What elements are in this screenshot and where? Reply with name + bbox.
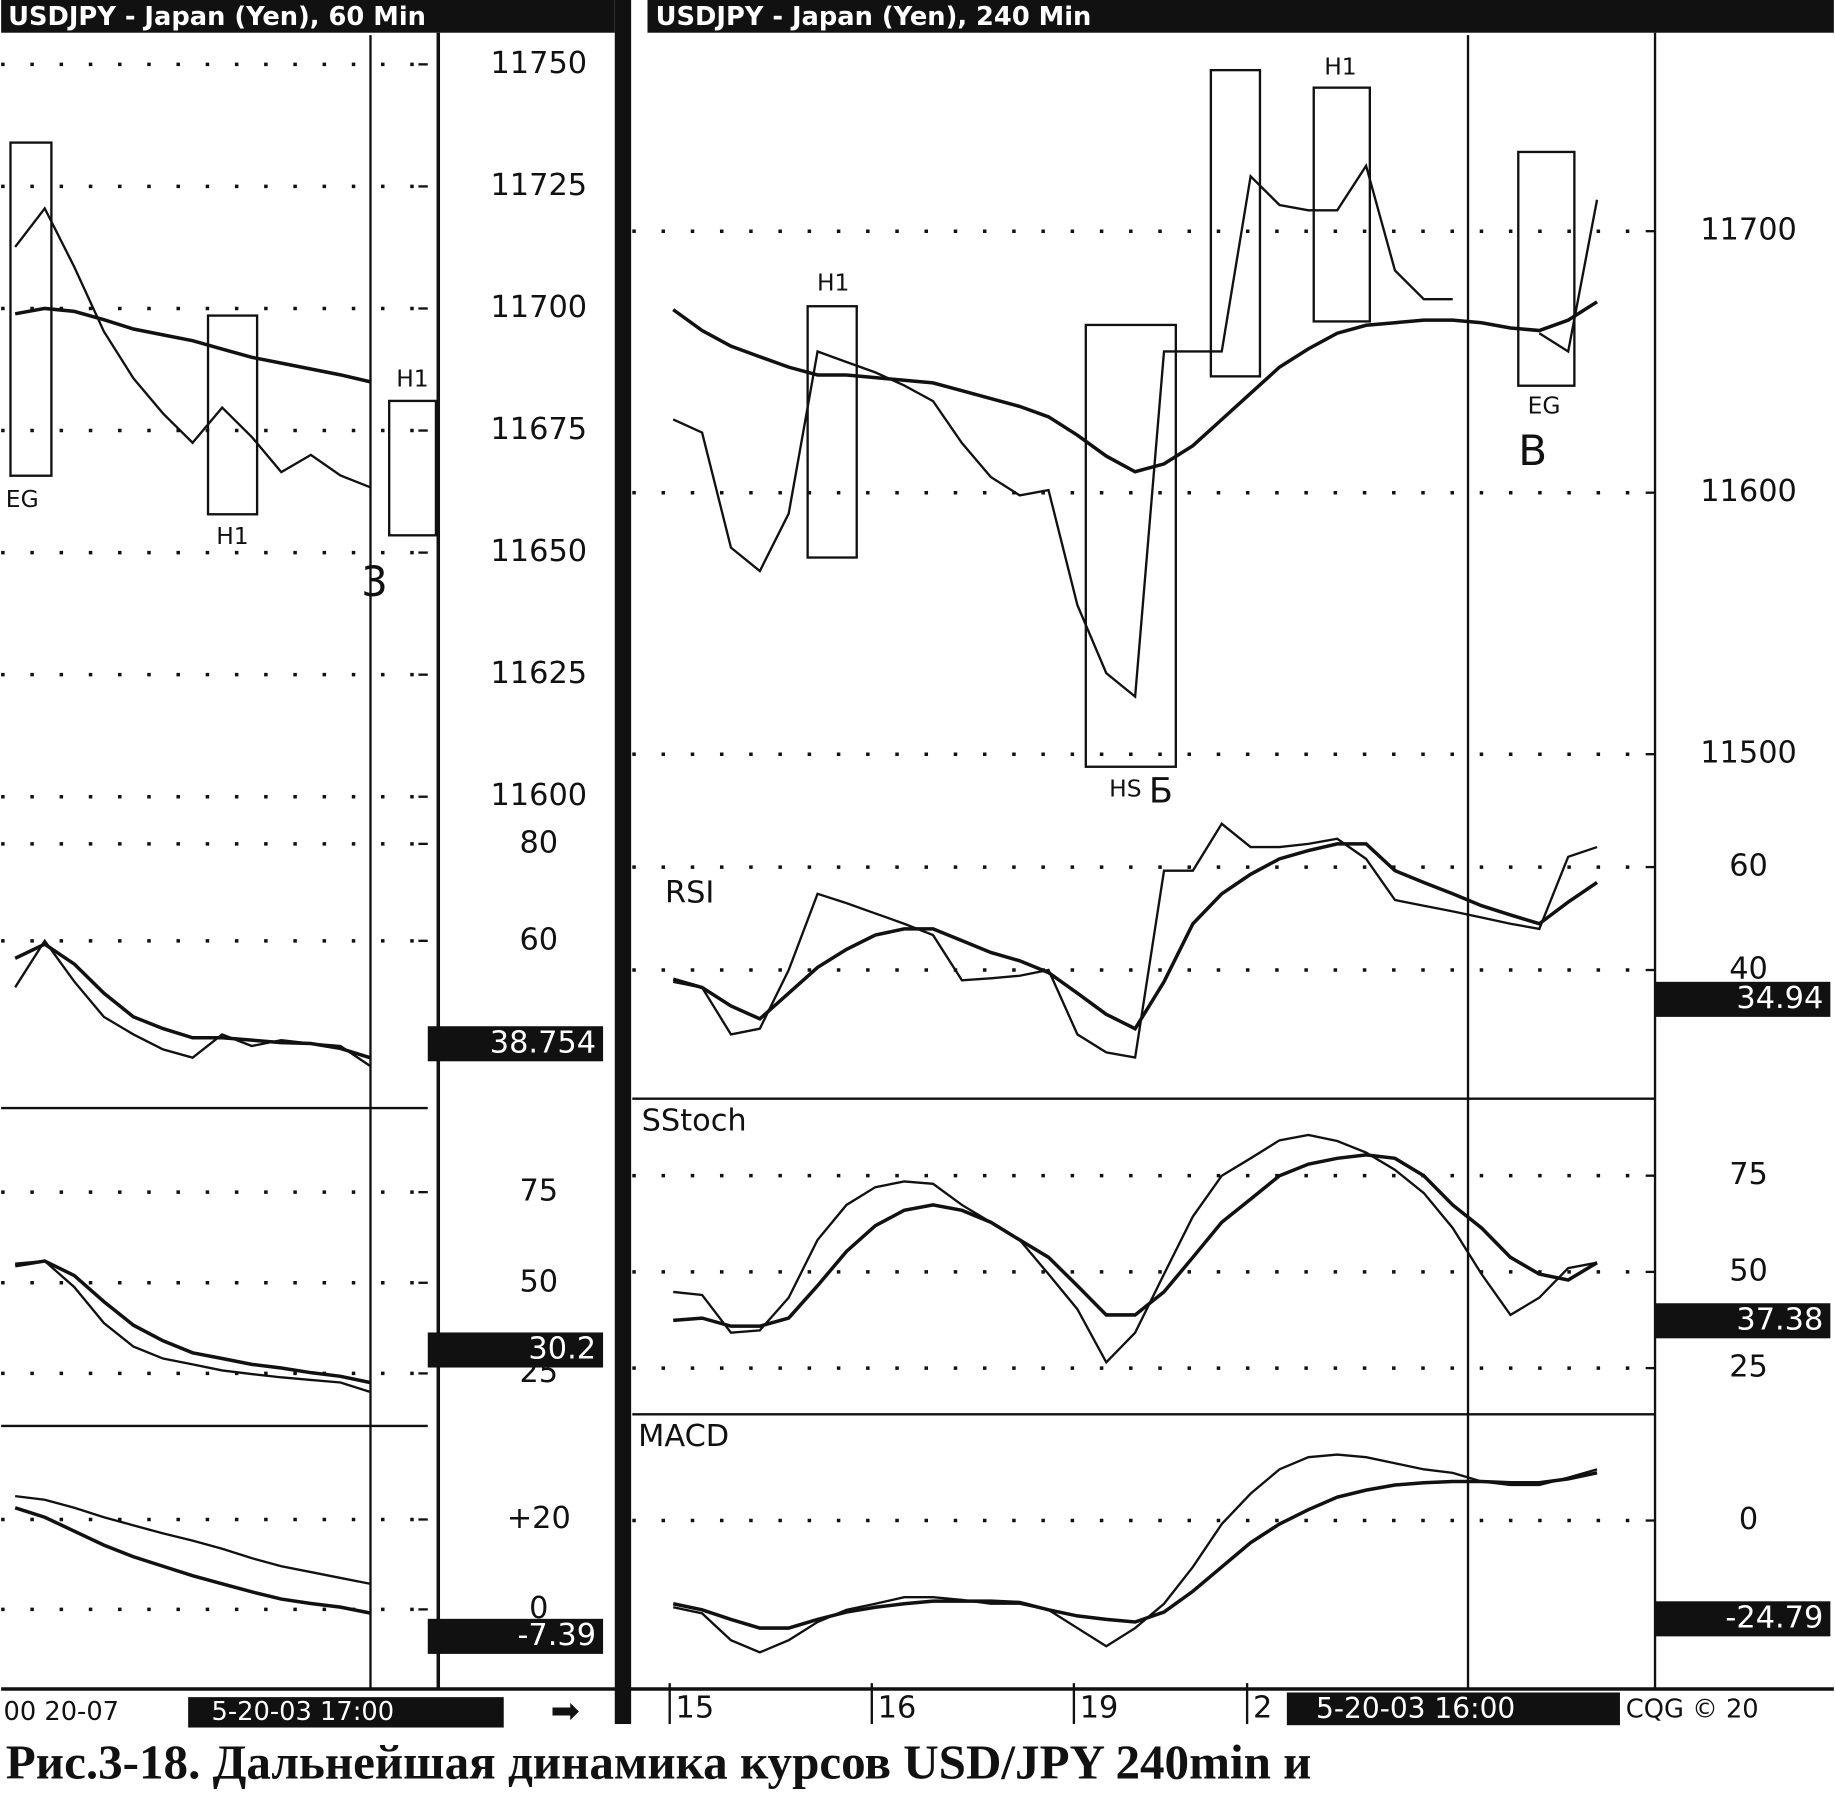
series-line [672, 300, 1598, 474]
annotation: 3 [361, 557, 388, 606]
series-line [14, 1506, 371, 1615]
series-line [673, 1133, 1598, 1365]
series-line [673, 1153, 1598, 1328]
y-tick-label: 11600 [1700, 474, 1797, 509]
series-line [15, 1259, 371, 1393]
y-tick-label: 11650 [490, 534, 587, 569]
series-line [672, 842, 1599, 1031]
annotation: H1 [396, 364, 428, 392]
annotation: Б [1149, 770, 1173, 811]
panel-label: SStoch [642, 1104, 747, 1139]
y-tick-label: 75 [519, 1174, 558, 1209]
time-label: 5-20-03 16:00 [1316, 1692, 1515, 1725]
x-tick-label: 16 [878, 1690, 917, 1725]
current-value: 37.38 [1736, 1302, 1823, 1337]
y-tick-label: 60 [519, 922, 558, 957]
pattern-box [1312, 86, 1372, 323]
x-tick-label: 19 [1080, 1690, 1119, 1725]
y-tick-label: 40 [1729, 952, 1768, 987]
caption: Рис.3-18. Дальнейшая динамика курсов USD… [6, 1735, 1312, 1790]
y-tick-label: 11725 [490, 168, 587, 203]
window-divider [614, 0, 632, 1725]
series-line [672, 163, 1599, 699]
series-line [15, 1494, 371, 1585]
y-tick-label: 11675 [490, 412, 587, 447]
y-tick-label: 75 [1729, 1157, 1768, 1192]
series-line [14, 206, 371, 489]
annotation: H1 [1324, 52, 1356, 80]
window-title: USDJPY - Japan (Yen), 240 Min [656, 2, 1092, 32]
time-badge [188, 1697, 504, 1728]
y-tick-label: 0 [1739, 1502, 1758, 1537]
panel-label: RSI [665, 876, 714, 911]
y-tick-label: 60 [1729, 849, 1768, 884]
pattern-box [1209, 68, 1262, 378]
value-badge [1655, 1303, 1831, 1339]
current-value: 38.754 [490, 1025, 596, 1060]
series-line [14, 1259, 371, 1385]
pattern-box [206, 314, 259, 516]
y-tick-label: 11500 [1700, 736, 1797, 771]
pattern-box [806, 305, 858, 559]
annotation: H1 [817, 269, 849, 297]
value-badge [1655, 981, 1831, 1017]
current-value: -24.79 [1725, 1600, 1823, 1635]
panel-label: MACD [638, 1419, 729, 1454]
y-tick-label: 11700 [1700, 213, 1797, 248]
value-badge [427, 1026, 604, 1062]
time-badge [1286, 1692, 1620, 1726]
y-tick-label: 80 [519, 825, 558, 860]
y-tick-label: 11750 [490, 46, 587, 81]
x-tick-label: 15 [676, 1690, 715, 1725]
current-value: -7.39 [517, 1618, 596, 1653]
arrow-icon: ➡ [550, 1690, 579, 1731]
annotation: EG [6, 485, 39, 513]
y-tick-label: 50 [519, 1264, 558, 1299]
annotation: B [1518, 426, 1547, 475]
y-tick-label: 11600 [490, 778, 587, 813]
window-title-bar [1, 0, 615, 33]
annotation: a [1223, 1, 1237, 29]
current-value: 34.94 [1736, 981, 1823, 1016]
y-tick-label: 11625 [490, 656, 587, 691]
annotation: HS [1109, 775, 1141, 803]
series-line [672, 822, 1598, 1059]
series-line [14, 306, 371, 384]
value-badge [427, 1332, 604, 1368]
series-line [14, 942, 371, 1060]
copyright: CQG © 20 [1626, 1695, 1759, 1725]
current-value: 30.2 [528, 1331, 596, 1366]
annotation: EG [1528, 391, 1561, 419]
y-tick-label: 11700 [490, 290, 587, 325]
y-tick-label: 25 [1729, 1350, 1768, 1385]
y-tick-label: +20 [507, 1501, 571, 1536]
value-badge [1655, 1601, 1831, 1637]
window-title: USDJPY - Japan (Yen), 60 Min [8, 2, 426, 32]
window-title-bar [647, 0, 1834, 33]
annotation: H1 [216, 522, 248, 550]
pattern-box [1517, 150, 1576, 387]
x-tick-label: 2 [1253, 1690, 1272, 1725]
pattern-box [388, 399, 438, 537]
time-label: 00 20-07 [3, 1697, 119, 1727]
series-line [672, 1471, 1598, 1630]
pattern-box [1084, 323, 1177, 768]
y-tick-label: 0 [529, 1591, 548, 1626]
time-label: 5-20-03 17:00 [212, 1697, 395, 1727]
value-badge [427, 1618, 604, 1654]
y-tick-label: 50 [1729, 1253, 1768, 1288]
